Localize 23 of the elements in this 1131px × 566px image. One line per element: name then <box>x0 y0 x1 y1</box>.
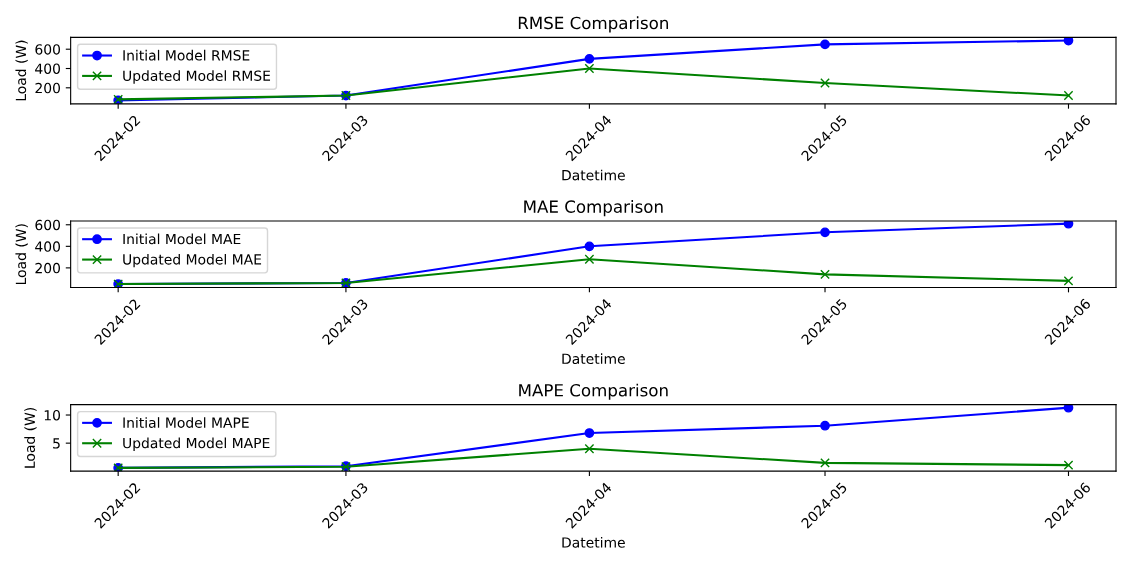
legend-label: Updated Model MAE <box>123 253 262 268</box>
y-axis-title: Load (W) <box>24 407 37 468</box>
y-tick-label: 200 <box>35 262 61 274</box>
chart-title: MAPE Comparison <box>519 383 668 400</box>
y-tick-label: 400 <box>35 241 61 252</box>
y-tick-label: 10 <box>44 409 61 421</box>
y-tick-label: 200 <box>35 82 61 94</box>
y-tick-label: 400 <box>35 63 61 74</box>
legend-label: Initial Model MAPE <box>123 417 249 428</box>
y-tick-label: 600 <box>35 219 61 231</box>
y-tick-label: 600 <box>35 44 61 55</box>
legend-label: Initial Model MAE <box>123 233 241 245</box>
legend-label: Updated Model MAPE <box>123 437 270 451</box>
y-tick-label: 5 <box>53 438 60 449</box>
chart-title: RMSE Comparison <box>518 16 668 33</box>
legend-label: Initial Model RMSE <box>123 49 250 61</box>
legend-label: Updated Model RMSE <box>123 70 271 84</box>
y-axis-title: Load (W) <box>15 40 28 101</box>
y-axis-title: Load (W) <box>15 224 28 285</box>
chart-title: MAE Comparison <box>524 200 663 217</box>
x-axis-title: Datetime <box>562 353 625 365</box>
x-axis-title: Datetime <box>562 169 625 181</box>
x-axis-title: Datetime <box>562 536 625 548</box>
